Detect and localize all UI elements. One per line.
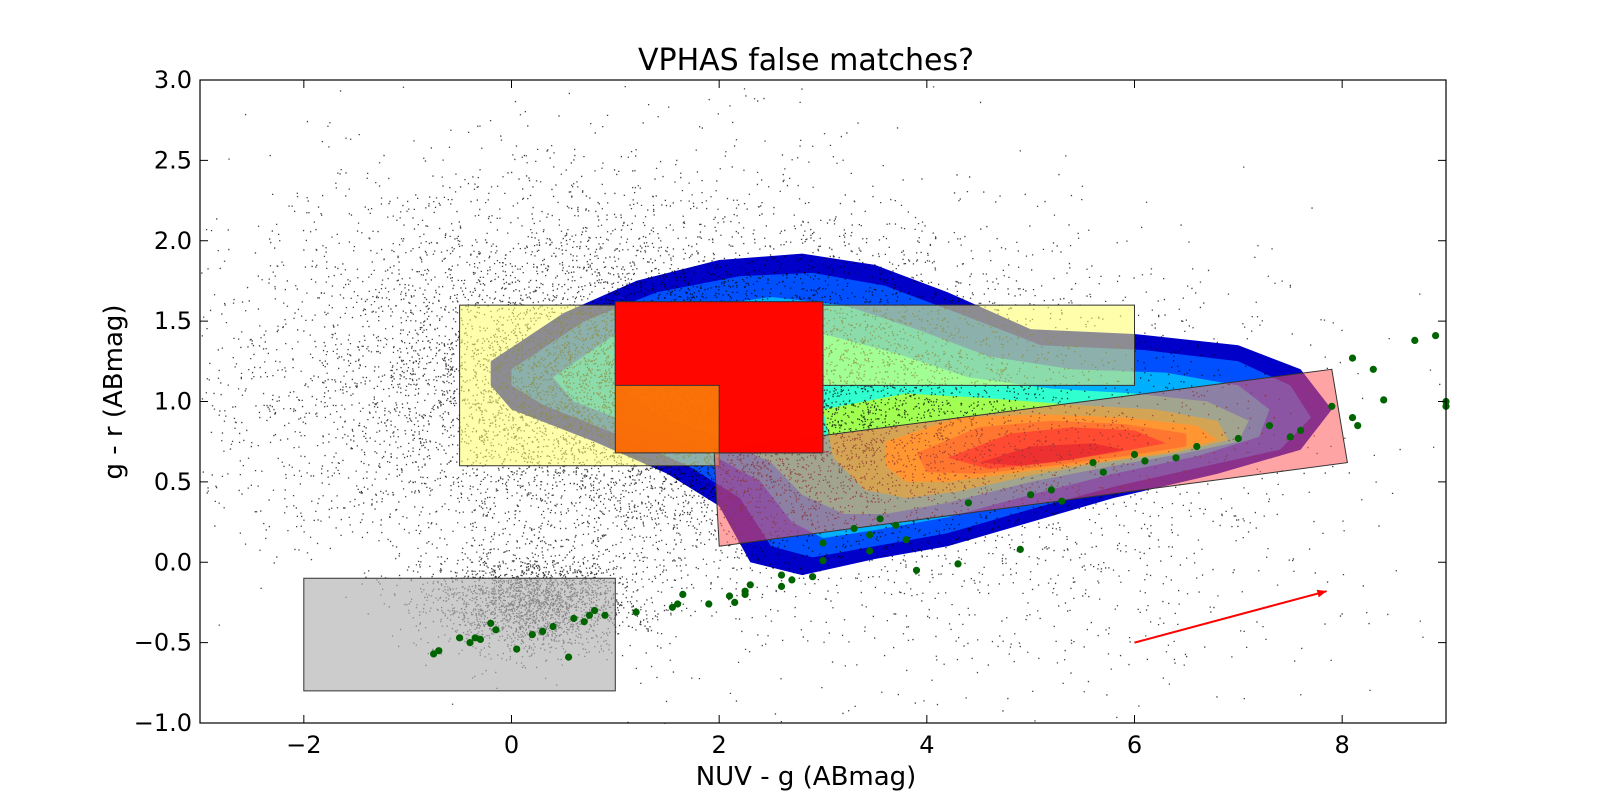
x-tick-label: 0 bbox=[504, 731, 519, 759]
highlight-point-6 bbox=[476, 635, 484, 644]
arrow-head bbox=[1316, 589, 1327, 598]
selection-regions bbox=[303, 301, 1348, 692]
highlight-point-39 bbox=[902, 536, 910, 544]
y-tick-label: 1.0 bbox=[154, 388, 192, 416]
highlight-point-38 bbox=[892, 521, 900, 529]
y-tick-label: −1.0 bbox=[134, 709, 192, 737]
y-tick-label: 2.0 bbox=[154, 227, 192, 255]
pink-region bbox=[713, 368, 1348, 547]
highlight-point-57 bbox=[1348, 354, 1357, 362]
highlight-point-42 bbox=[1016, 545, 1024, 554]
highlight-point-37 bbox=[876, 515, 884, 523]
highlight-point-48 bbox=[1141, 457, 1149, 465]
highlight-point-67 bbox=[819, 539, 827, 547]
highlight-point-18 bbox=[601, 611, 609, 619]
highlight-point-3 bbox=[456, 634, 464, 642]
highlight-point-22 bbox=[679, 590, 687, 599]
highlight-point-35 bbox=[866, 531, 874, 539]
highlight-point-59 bbox=[1380, 396, 1388, 404]
highlight-point-9 bbox=[513, 645, 521, 653]
highlight-point-15 bbox=[580, 618, 588, 626]
highlight-point-50 bbox=[1193, 442, 1201, 451]
y-axis-label: g - r (ABmag) bbox=[99, 304, 129, 479]
highlight-point-27 bbox=[741, 590, 749, 599]
highlight-point-45 bbox=[1058, 497, 1066, 505]
highlight-point-64 bbox=[1286, 433, 1294, 441]
y-tick-label: 0.0 bbox=[154, 548, 192, 576]
y-tick-label: 3.0 bbox=[154, 66, 192, 94]
highlight-point-36 bbox=[866, 547, 874, 555]
highlighted-sources bbox=[430, 332, 1450, 661]
highlight-point-43 bbox=[1027, 491, 1035, 499]
highlight-point-2 bbox=[435, 647, 443, 655]
red-region bbox=[614, 301, 824, 454]
y-tick-label: 2.5 bbox=[154, 146, 192, 174]
highlight-point-8 bbox=[492, 626, 500, 634]
x-axis-ticks: −2 0 2 4 6 8 bbox=[286, 80, 1350, 759]
highlight-point-56 bbox=[1354, 422, 1362, 430]
highlight-point-33 bbox=[819, 557, 827, 565]
highlight-point-13 bbox=[565, 653, 573, 661]
highlight-point-24 bbox=[725, 592, 734, 600]
highlight-point-23 bbox=[705, 600, 713, 608]
x-tick-label: 4 bbox=[919, 731, 934, 759]
highlight-point-4 bbox=[466, 639, 474, 647]
highlight-point-16 bbox=[585, 611, 594, 619]
highlight-point-30 bbox=[777, 571, 786, 579]
highlight-point-40 bbox=[912, 566, 921, 574]
highlight-point-14 bbox=[570, 614, 578, 623]
highlight-point-54 bbox=[1328, 402, 1336, 410]
highlight-point-66 bbox=[964, 499, 973, 507]
highlight-point-7 bbox=[487, 619, 495, 627]
x-tick-label: 6 bbox=[1127, 731, 1142, 759]
highlight-point-47 bbox=[1099, 468, 1107, 476]
y-axis-ticks: −1.0 −0.5 0.0 0.5 1.0 1.5 2.0 2.5 3.0 bbox=[134, 66, 1446, 737]
highlight-point-46 bbox=[1089, 459, 1097, 467]
reddening-vector bbox=[1134, 589, 1327, 644]
highlight-point-52 bbox=[1265, 422, 1274, 430]
y-tick-label: −0.5 bbox=[134, 629, 192, 657]
arrow-shaft bbox=[1134, 590, 1327, 644]
x-tick-label: −2 bbox=[286, 731, 321, 759]
highlight-point-55 bbox=[1348, 414, 1357, 422]
highlight-point-29 bbox=[777, 582, 786, 591]
highlight-point-25 bbox=[731, 598, 739, 607]
highlight-point-11 bbox=[539, 627, 547, 636]
highlight-point-1 bbox=[430, 650, 438, 658]
highlight-point-10 bbox=[528, 631, 536, 639]
highlight-point-41 bbox=[954, 560, 962, 568]
highlight-point-21 bbox=[674, 600, 682, 608]
highlight-point-17 bbox=[591, 606, 599, 615]
highlight-point-65 bbox=[1130, 450, 1139, 459]
highlight-point-51 bbox=[1234, 434, 1242, 443]
y-tick-label: 1.5 bbox=[154, 307, 192, 335]
x-axis-label: NUV - g (ABmag) bbox=[696, 762, 917, 792]
highlight-point-19 bbox=[632, 608, 640, 616]
highlight-point-60 bbox=[1411, 336, 1419, 344]
x-tick-label: 8 bbox=[1335, 731, 1350, 759]
highlight-point-61 bbox=[1432, 332, 1440, 340]
highlight-point-12 bbox=[549, 622, 557, 631]
highlight-point-31 bbox=[788, 576, 796, 584]
highlight-point-58 bbox=[1369, 365, 1377, 373]
highlight-point-44 bbox=[1047, 486, 1055, 494]
highlight-point-49 bbox=[1172, 454, 1180, 462]
x-tick-label: 2 bbox=[712, 731, 727, 759]
highlight-point-20 bbox=[668, 603, 677, 611]
highlight-point-32 bbox=[809, 573, 817, 581]
y-tick-label: 0.5 bbox=[154, 468, 192, 496]
highlight-point-28 bbox=[746, 581, 754, 589]
chart-title: VPHAS false matches? bbox=[638, 43, 974, 78]
highlight-point-53 bbox=[1297, 426, 1305, 434]
highlight-point-34 bbox=[850, 524, 858, 533]
